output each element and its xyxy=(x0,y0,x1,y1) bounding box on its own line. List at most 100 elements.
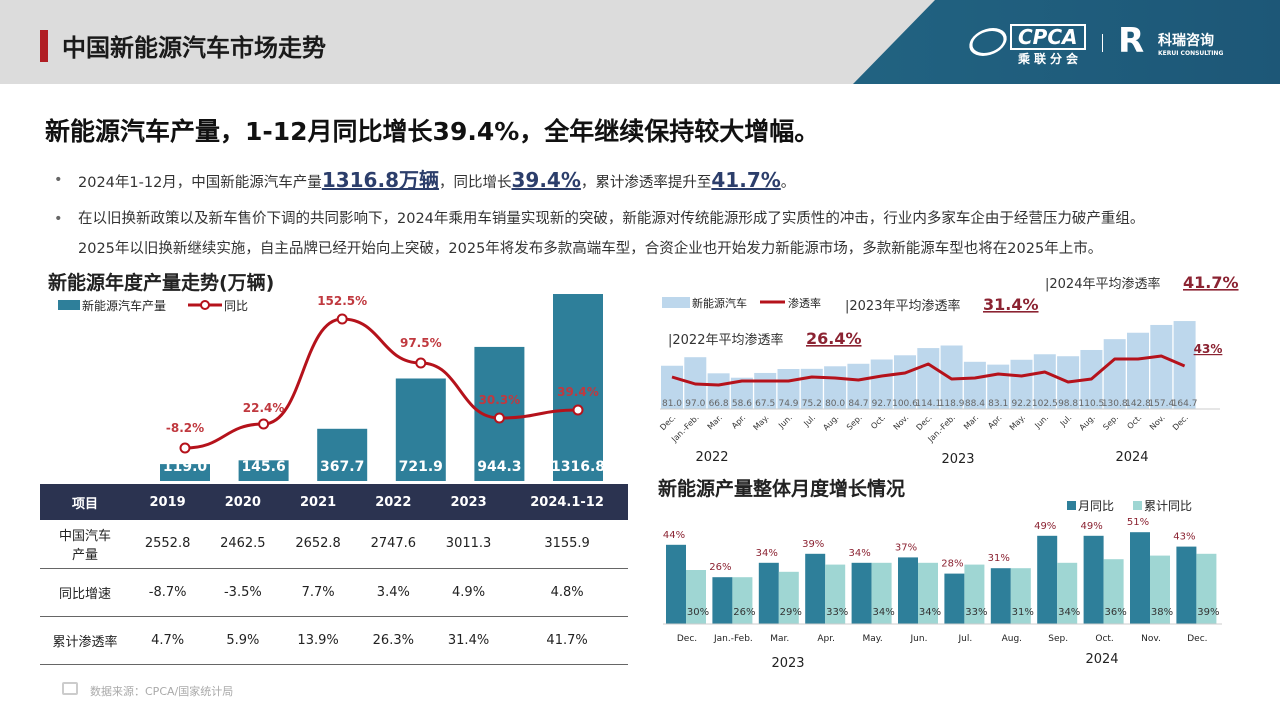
monthly-bar xyxy=(1033,354,1056,409)
bar-value-label: 145.6 xyxy=(241,459,285,475)
month-tick-label: Dec. xyxy=(658,413,677,432)
table-cell: 31.4% xyxy=(430,616,507,665)
legend-label: 渗透率 xyxy=(788,296,821,310)
table-cell: 2652.8 xyxy=(280,520,356,569)
monthly-yoy-bar xyxy=(944,573,965,624)
table-row: 累计渗透率 4.7% 5.9% 13.9% 26.3% 31.4% 41.7% xyxy=(40,616,628,665)
bar-value-label: 100.6 xyxy=(892,399,918,409)
table-cell: 4.8% xyxy=(506,568,628,617)
cumulative-yoy-bar xyxy=(1103,559,1124,624)
table-header-cell: 2024.1-12 xyxy=(506,484,628,520)
monthly-yoy-bar xyxy=(851,562,872,624)
month-tick-label: Aug. xyxy=(1002,634,1022,644)
yoy-label: 22.4% xyxy=(243,401,285,415)
data-source: 数据来源：CPCA/国家统计局 xyxy=(90,685,234,698)
annual-bar xyxy=(553,294,603,481)
table-cell: 中国汽车 产量 xyxy=(40,520,130,569)
highlight-growth: 39.4% xyxy=(511,168,581,192)
yoy-label: 97.5% xyxy=(400,336,442,350)
month-tick-label: Nov. xyxy=(1148,413,1167,432)
bar-value-label: 367.7 xyxy=(320,459,364,475)
bullet-text: 2025年以旧换新继续实施，自主品牌已经开始向上突破，2025年将发布多款高端车… xyxy=(78,241,1103,257)
month-tick-label: Apr. xyxy=(730,413,747,430)
bar-value-label: 142.8 xyxy=(1125,399,1151,409)
yoy-point xyxy=(258,418,270,430)
cumulative-yoy-label: 39% xyxy=(1197,607,1219,618)
monthly-bar xyxy=(894,355,916,409)
yoy-point xyxy=(179,442,191,454)
month-tick-label: Jan.-Feb. xyxy=(713,634,753,644)
monthly-yoy-bar xyxy=(898,557,918,624)
yoy-point xyxy=(493,412,505,424)
bar-value-label: 97.0 xyxy=(685,399,705,409)
table-header-cell: 2021 xyxy=(280,484,356,520)
bar-value-label: 114.1 xyxy=(915,399,941,409)
monthly-yoy-label: 39% xyxy=(802,539,824,550)
kerui-logo-icon: R xyxy=(1118,21,1145,61)
table-cell: 3155.9 xyxy=(506,520,628,569)
table-cell: 7.7% xyxy=(280,568,356,617)
table-header-cell: 2022 xyxy=(355,484,431,520)
month-tick-label: Dec. xyxy=(677,634,697,644)
yoy-label: 152.5% xyxy=(317,294,367,308)
legend-bar-swatch xyxy=(662,297,690,308)
monthly-yoy-label: 31% xyxy=(988,553,1010,564)
month-tick-label: May. xyxy=(863,634,883,644)
logo-divider xyxy=(1102,34,1103,52)
monthly-yoy-bar xyxy=(666,544,686,624)
month-tick-label: May. xyxy=(752,413,771,432)
monthly-yoy-bar xyxy=(712,577,733,624)
monthly-yoy-label: 44% xyxy=(663,530,685,541)
monthly-bar xyxy=(963,361,986,409)
table-cell: 2462.5 xyxy=(205,520,281,569)
year-label: 2023 xyxy=(941,452,974,467)
table-row: 同比增速 -8.7% -3.5% 7.7% 3.4% 4.9% 4.8% xyxy=(40,568,628,617)
year-label: 2024 xyxy=(1115,450,1148,465)
cumulative-yoy-bar xyxy=(964,564,985,624)
bar-value-label: 130.8 xyxy=(1102,399,1128,409)
monthly-yoy-label: 51% xyxy=(1127,517,1149,528)
month-tick-label: Oct. xyxy=(1095,634,1113,644)
table-cell: 3011.3 xyxy=(430,520,507,569)
bar-value-label: 1316.8 xyxy=(551,459,605,475)
yoy-point xyxy=(336,313,348,325)
cpca-logo-sub: 乘联分会 xyxy=(1018,52,1083,66)
bar-value-label: 118.9 xyxy=(939,399,965,409)
annual-chart-title: 新能源年度产量走势(万辆) xyxy=(48,272,275,294)
monthly-bar xyxy=(1103,339,1126,409)
monthly-yoy-bar xyxy=(805,553,826,624)
cumulative-yoy-label: 26% xyxy=(733,607,755,618)
month-tick-label: Aug. xyxy=(1078,413,1097,432)
bar-value-label: 66.8 xyxy=(709,399,729,409)
monthly-bar xyxy=(917,348,940,409)
monthly-bar xyxy=(1010,359,1033,409)
table-cell: 4.7% xyxy=(130,616,206,665)
monthly-yoy-label: 34% xyxy=(756,548,778,559)
avg-penetration-value: 26.4% xyxy=(806,329,862,348)
month-tick-label: Aug. xyxy=(821,413,840,432)
monthly-yoy-label: 43% xyxy=(1173,532,1195,543)
month-tick-label: Dec. xyxy=(1171,413,1190,432)
year-label: 2023 xyxy=(771,656,804,671)
table-header-cell: 2020 xyxy=(205,484,281,520)
legend-label: 同比 xyxy=(224,299,248,313)
cumulative-yoy-label: 29% xyxy=(780,607,802,618)
month-tick-label: Jul. xyxy=(1058,413,1074,429)
monthly-yoy-bar xyxy=(1037,535,1058,624)
calendar-icon xyxy=(62,682,78,695)
table-cell: 13.9% xyxy=(280,616,356,665)
avg-penetration-label: |2023年平均渗透率 xyxy=(845,298,960,314)
table-cell: 5.9% xyxy=(205,616,281,665)
cumulative-yoy-bar xyxy=(778,571,799,624)
month-tick-label: Mar. xyxy=(770,634,789,644)
month-tick-label: Mar. xyxy=(962,413,980,431)
month-tick-label: Apr. xyxy=(986,413,1003,430)
bar-value-label: 67.5 xyxy=(755,399,775,409)
bar-value-label: 721.9 xyxy=(399,459,443,475)
page-title: 中国新能源汽车市场走势 xyxy=(62,34,326,62)
bar-value-label: 74.9 xyxy=(778,399,798,409)
cumulative-yoy-bar xyxy=(1150,555,1170,624)
kerui-logo: 科瑞咨询 xyxy=(1158,33,1214,49)
dec-penetration-label: 43% xyxy=(1194,342,1223,356)
